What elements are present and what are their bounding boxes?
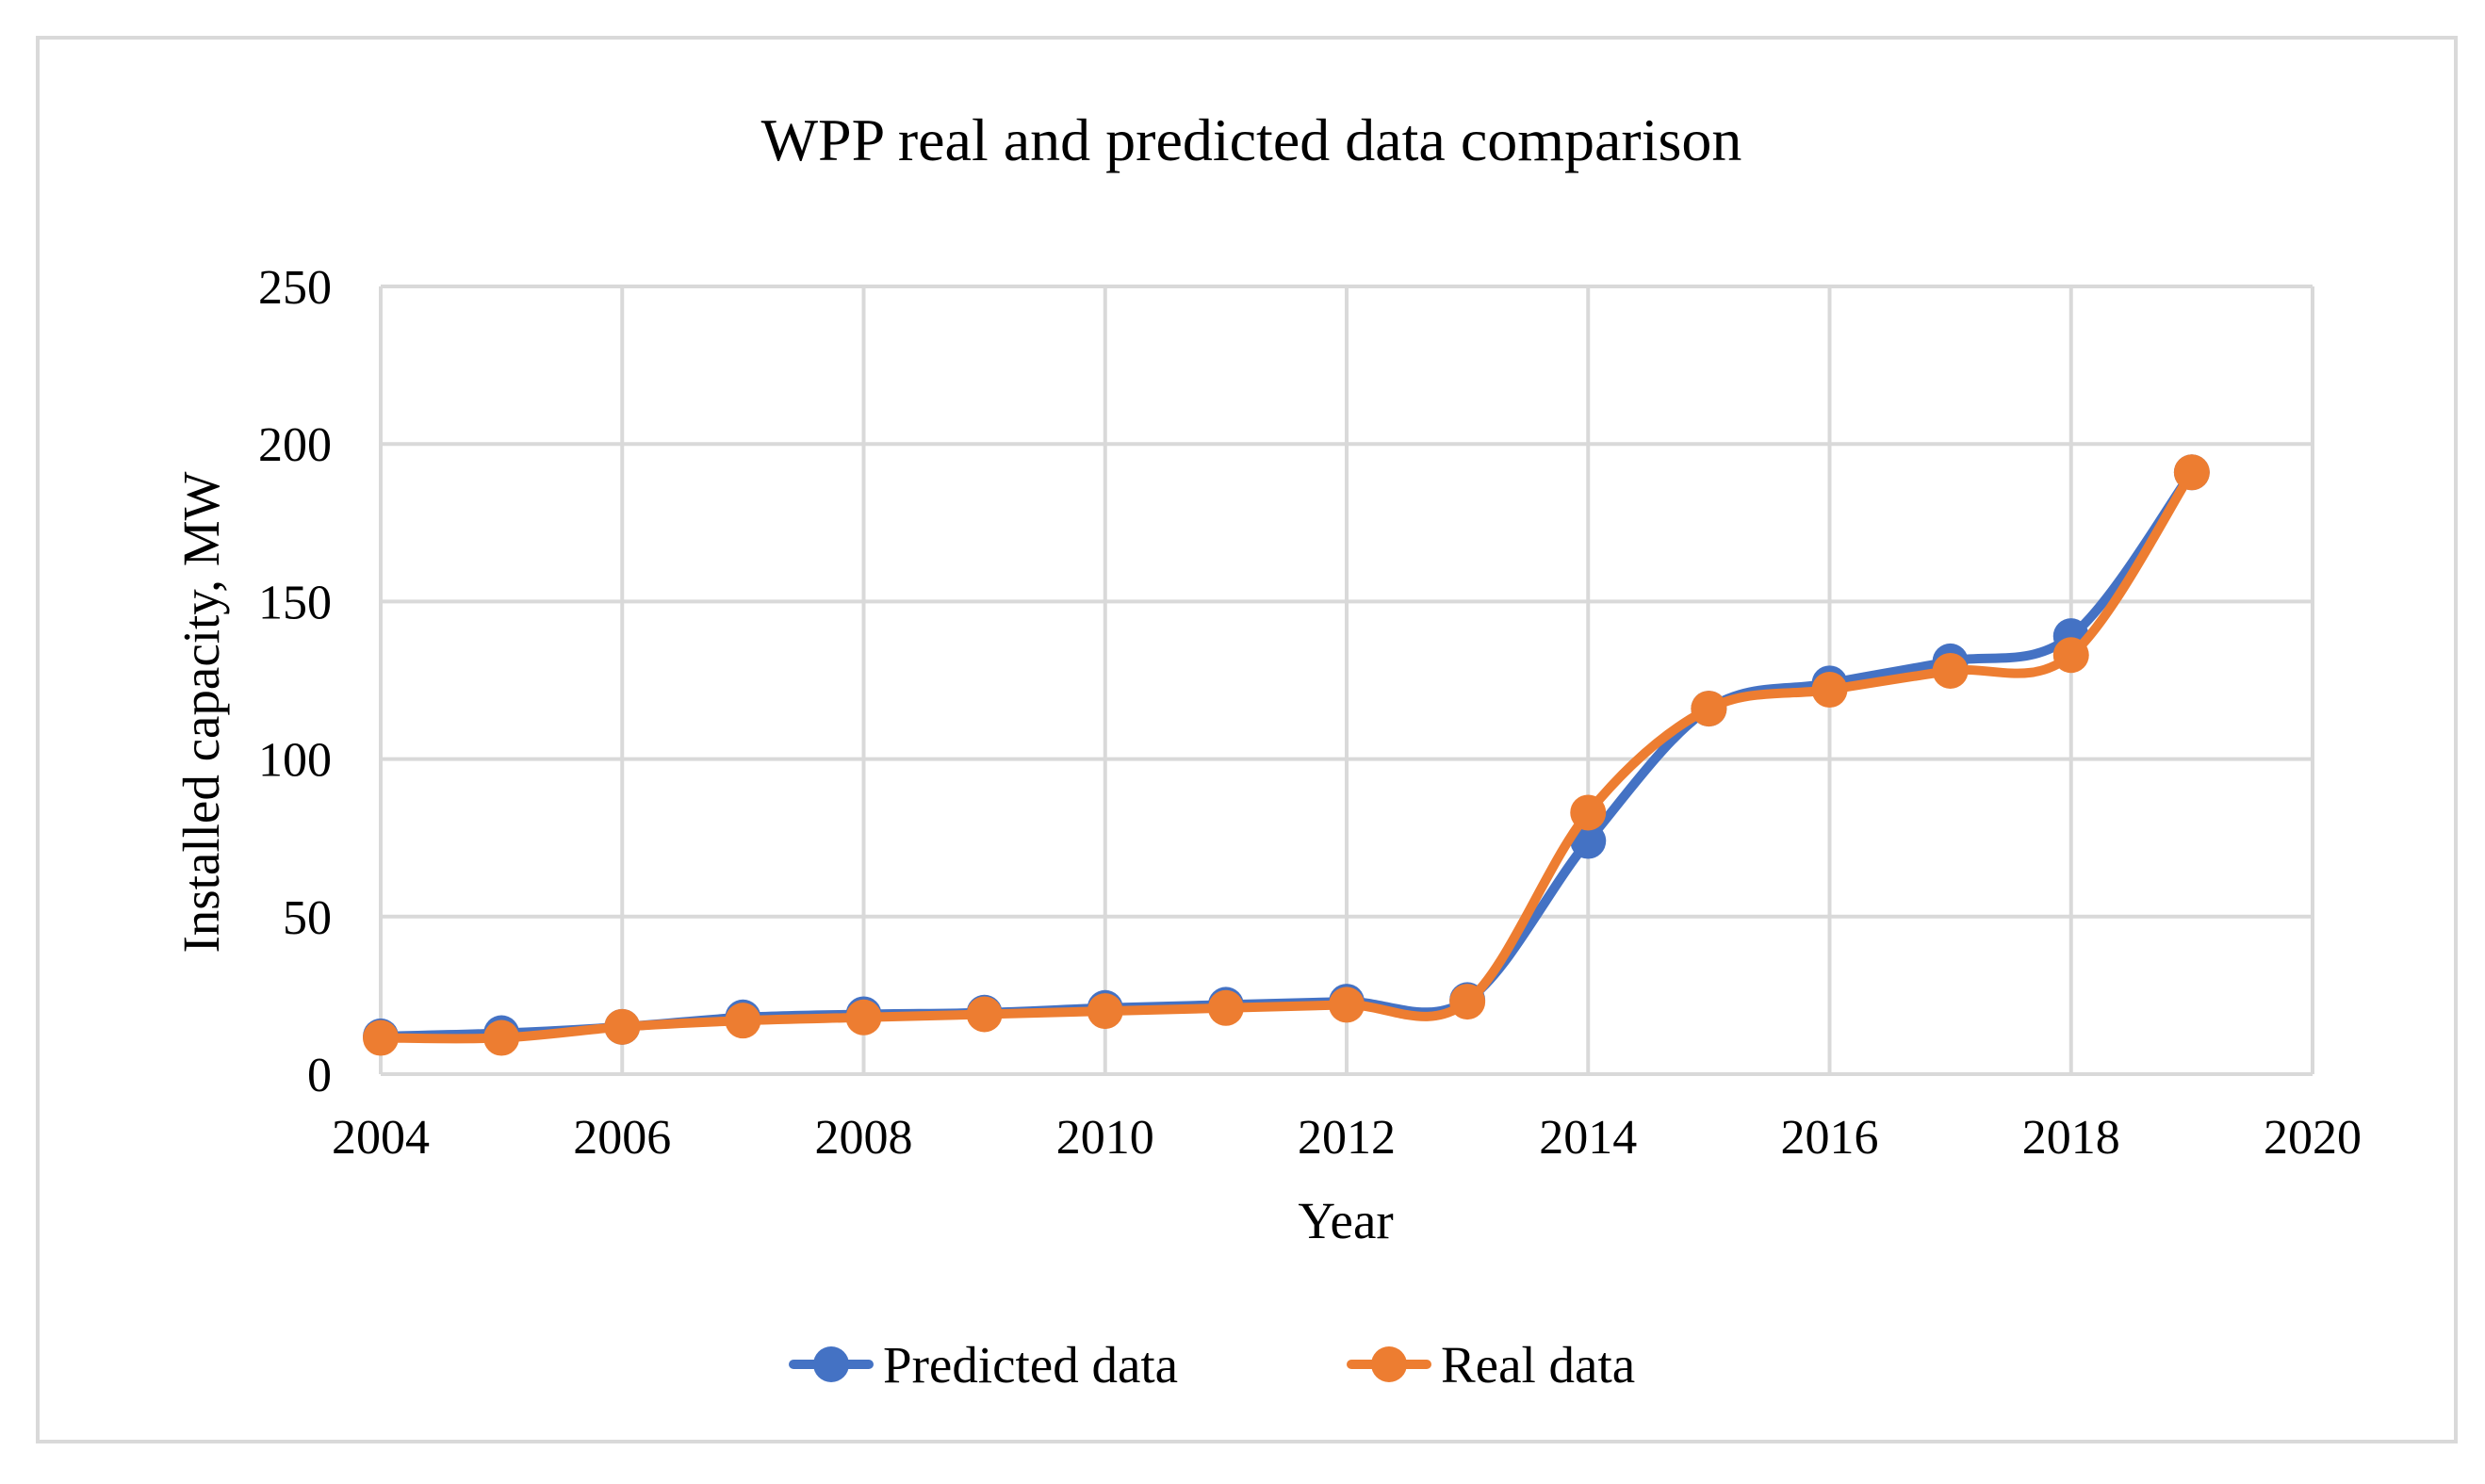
- legend-swatch-marker: [813, 1346, 849, 1382]
- data-point-real-data: [725, 1003, 761, 1039]
- legend-item-predicted-data: Predicted data: [789, 1336, 1178, 1394]
- grid: [379, 285, 2314, 1076]
- series-line-predicted-data: [376, 467, 2197, 1041]
- x-tick-label: 2010: [1056, 1111, 1154, 1165]
- data-point-real-data: [483, 1019, 520, 1056]
- data-point-real-data: [1329, 987, 1365, 1023]
- data-point-real-data: [1087, 993, 1123, 1030]
- data-point-real-data: [1932, 652, 1969, 689]
- series: [363, 454, 2210, 1056]
- x-tick-label: 2014: [1539, 1111, 1637, 1165]
- x-tick-label: 2020: [2264, 1111, 2362, 1165]
- data-point-real-data: [1811, 672, 1848, 709]
- x-axis-label: Year: [1298, 1192, 1393, 1249]
- data-point-real-data: [1207, 989, 1244, 1026]
- x-tick-label: 2018: [2022, 1111, 2120, 1165]
- data-point-real-data: [966, 996, 1003, 1033]
- data-point-real-data: [845, 999, 882, 1036]
- x-tick-label: 2012: [1298, 1111, 1396, 1165]
- x-tick-label: 2016: [1781, 1111, 1879, 1165]
- data-point-real-data: [604, 1008, 641, 1045]
- data-point-real-data: [1570, 794, 1607, 831]
- y-tick-label: 0: [307, 1049, 332, 1102]
- x-tick-label: 2004: [332, 1111, 430, 1165]
- y-axis-label: Installed capacity, MW: [172, 471, 230, 953]
- legend: Predicted data Real data: [789, 1336, 1635, 1394]
- legend-label: Real data: [1441, 1336, 1635, 1394]
- data-point-real-data: [2173, 454, 2210, 491]
- legend-swatch-marker: [1371, 1346, 1407, 1382]
- data-point-real-data: [1691, 691, 1727, 727]
- series-predicted-data: [363, 454, 2210, 1054]
- chart-frame: WPP real and predicted data comparison 0…: [36, 36, 2458, 1443]
- x-tick-label: 2008: [815, 1111, 913, 1165]
- data-point-real-data: [1449, 984, 1486, 1020]
- tick-labels: 0 50 100 150 200 250 2004 2006 2008 2010 2012 2014 2…: [258, 261, 2362, 1165]
- y-tick-label: 250: [258, 261, 332, 315]
- line-chart: WPP real and predicted data comparison 0…: [172, 106, 2362, 1394]
- x-tick-label: 2006: [573, 1111, 671, 1165]
- y-tick-label: 50: [283, 891, 332, 945]
- series-real-data: [363, 454, 2210, 1056]
- legend-label: Predicted data: [883, 1336, 1178, 1394]
- data-point-real-data: [2052, 637, 2089, 674]
- y-tick-label: 200: [258, 418, 332, 472]
- series-line-real-data: [376, 467, 2197, 1044]
- data-point-real-data: [363, 1019, 399, 1056]
- legend-item-real-data: Real data: [1347, 1336, 1635, 1394]
- chart-title: WPP real and predicted data comparison: [761, 106, 1742, 173]
- y-tick-label: 100: [258, 734, 332, 788]
- y-tick-label: 150: [258, 576, 332, 629]
